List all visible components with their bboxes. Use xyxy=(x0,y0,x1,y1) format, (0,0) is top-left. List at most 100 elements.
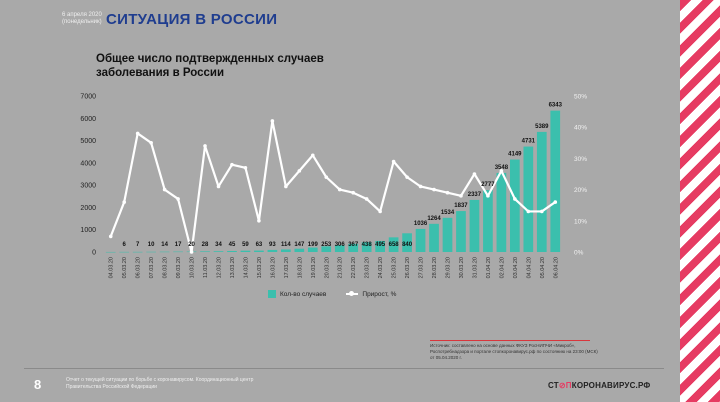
x-tick-label: 02.04.20 xyxy=(499,257,505,278)
x-tick-label: 06.04.20 xyxy=(553,257,559,278)
growth-point xyxy=(553,200,558,204)
bar xyxy=(132,251,143,253)
growth-point xyxy=(486,194,490,198)
growth-point xyxy=(257,219,261,223)
bar xyxy=(254,250,264,252)
bar-data-label: 1534 xyxy=(441,210,455,216)
x-tick-label: 05.04.20 xyxy=(540,257,546,278)
legend-swatch-line xyxy=(346,291,359,296)
bar xyxy=(281,249,291,252)
growth-point xyxy=(216,184,221,189)
x-tick-label: 30.03.20 xyxy=(459,257,465,278)
y-left-tick-label: 5000 xyxy=(80,138,96,145)
x-tick-label: 27.03.20 xyxy=(419,257,425,278)
growth-point xyxy=(149,141,153,145)
bar-data-label: 6343 xyxy=(549,103,563,109)
growth-point xyxy=(418,184,423,189)
bar-data-label: 1264 xyxy=(427,216,441,222)
bar xyxy=(334,245,345,252)
growth-point xyxy=(135,131,140,136)
growth-point xyxy=(310,153,315,158)
x-tick-label: 21.03.20 xyxy=(338,257,344,278)
x-tick-label: 04.03.20 xyxy=(109,257,115,278)
bar-data-label: 114 xyxy=(281,242,291,248)
y-left-tick-label: 0 xyxy=(92,250,96,257)
growth-point xyxy=(526,209,531,214)
bar xyxy=(200,251,210,252)
decorative-stripes xyxy=(680,0,720,402)
bar-data-label: 306 xyxy=(335,242,346,248)
growth-point xyxy=(230,162,234,167)
growth-point xyxy=(297,169,302,173)
bar xyxy=(523,146,534,252)
x-tick-label: 09.03.20 xyxy=(176,257,182,278)
bar-data-label: 5389 xyxy=(535,124,549,130)
x-tick-label: 25.03.20 xyxy=(392,257,398,278)
bar-data-label: 199 xyxy=(308,242,319,248)
growth-point xyxy=(391,159,396,164)
growth-point xyxy=(513,197,517,201)
x-tick-label: 06.03.20 xyxy=(136,257,142,278)
bar-data-label: 7 xyxy=(136,242,140,248)
bar xyxy=(375,240,385,252)
growth-point xyxy=(539,209,544,214)
x-tick-label: 28.03.20 xyxy=(432,257,438,278)
x-tick-label: 20.03.20 xyxy=(324,257,330,278)
bar xyxy=(442,217,453,252)
bar-data-label: 3548 xyxy=(495,165,509,171)
bar xyxy=(119,251,130,253)
growth-point xyxy=(203,144,207,148)
y-right-tick-label: 40% xyxy=(574,125,587,132)
bar xyxy=(267,249,278,252)
y-left-tick-label: 1000 xyxy=(80,227,96,234)
bar-data-label: 2777 xyxy=(481,182,495,188)
y-right-tick-label: 0% xyxy=(574,250,584,257)
bar xyxy=(469,199,480,252)
growth-point xyxy=(162,187,167,192)
growth-point xyxy=(337,187,342,192)
growth-point xyxy=(378,209,382,214)
footer-text: Отчет о текущей ситуации по борьбе с кор… xyxy=(66,377,254,390)
bar xyxy=(321,246,332,252)
bar-data-label: 45 xyxy=(229,242,236,248)
legend-label-cases: Кол-во случаев xyxy=(280,290,327,298)
source-note: Источник: составлено на основе данных ФК… xyxy=(430,343,598,360)
growth-point xyxy=(459,194,463,198)
y-left-tick-label: 3000 xyxy=(80,183,96,190)
y-left-tick-label: 6000 xyxy=(80,116,96,123)
bar-data-label: 20 xyxy=(188,242,195,248)
x-tick-label: 19.03.20 xyxy=(311,257,317,278)
bar xyxy=(550,110,561,252)
source-divider xyxy=(430,340,590,341)
bar-data-label: 1837 xyxy=(454,203,468,209)
growth-point xyxy=(122,200,127,204)
y-right-tick-label: 30% xyxy=(574,156,587,163)
bar-data-label: 658 xyxy=(389,242,400,248)
chart-title: Общее число подтвержденных случаев забол… xyxy=(96,53,324,79)
legend-swatch-bar xyxy=(268,290,276,298)
growth-point xyxy=(284,184,288,189)
logo-part-2: КОРОНАВИРУС.РФ xyxy=(571,381,651,390)
x-tick-label: 22.03.20 xyxy=(351,257,357,278)
bar-data-label: 147 xyxy=(294,242,305,248)
brand-logo: СТ⊘ПКОРОНАВИРУС.РФ xyxy=(548,381,650,390)
bar xyxy=(415,228,426,252)
bar-data-label: 6 xyxy=(123,242,127,248)
growth-point xyxy=(445,190,450,195)
bar-data-label: 1036 xyxy=(414,221,428,227)
bar xyxy=(227,250,237,252)
growth-point xyxy=(364,197,369,201)
y-right-tick-label: 50% xyxy=(574,94,587,101)
bar xyxy=(307,247,318,252)
page-number: 8 xyxy=(34,377,42,392)
growth-point xyxy=(499,169,504,173)
bar-data-label: 253 xyxy=(321,242,332,248)
bar xyxy=(456,211,466,252)
bar-data-label: 495 xyxy=(375,242,386,248)
bar-data-label: 4731 xyxy=(522,139,536,145)
x-tick-label: 18.03.20 xyxy=(297,257,303,278)
bar-data-label: 14 xyxy=(161,242,168,248)
growth-point xyxy=(324,175,329,179)
x-tick-label: 11.03.20 xyxy=(203,257,209,278)
